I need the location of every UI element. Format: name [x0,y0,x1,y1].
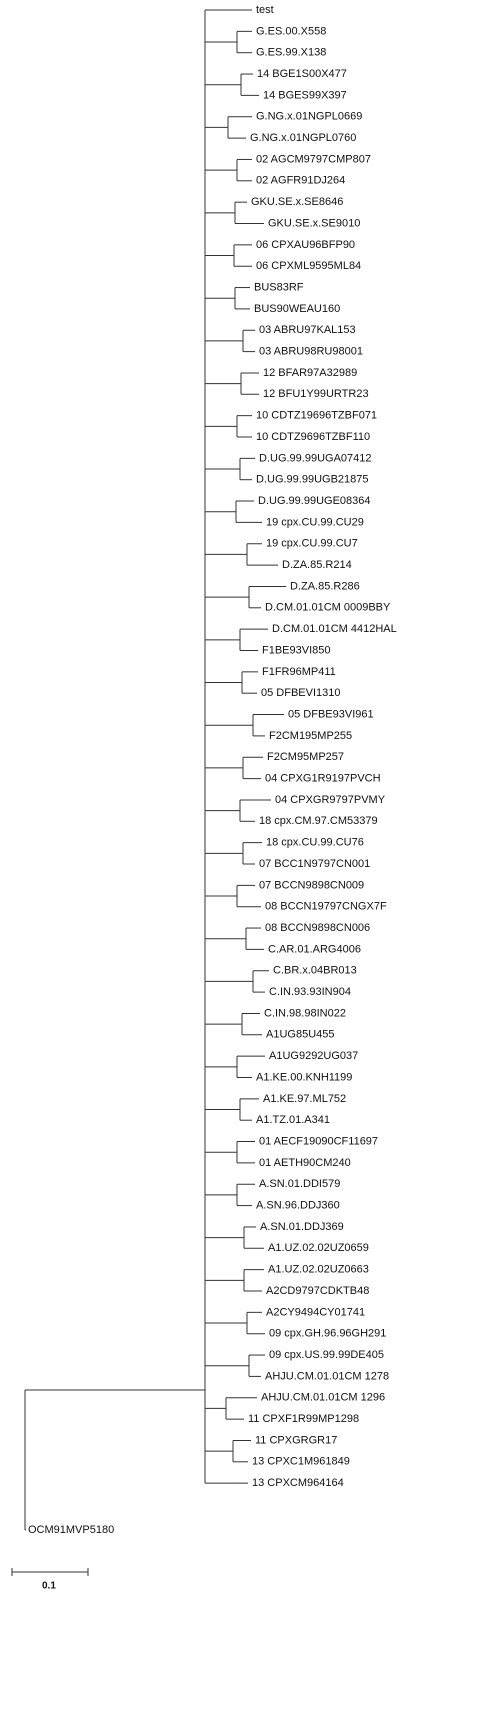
leaf-label: D.CM.01.01CM 0009BBY [265,602,391,614]
leaf-label: C.IN.93.93IN904 [269,986,351,998]
leaf-label: 10 CDTZ19696TZBF071 [256,410,377,422]
leaf-label: 01 AECF19090CF11697 [259,1135,378,1147]
leaf-label: 12 BFU1Y99URTR23 [263,388,369,400]
scale-bar-label: 0.1 [42,1581,56,1592]
leaf-label: test [256,4,274,16]
leaf-label: A1.TZ.01.A341 [256,1114,330,1126]
leaf-label: A1.KE.00.KNH1199 [256,1071,352,1083]
leaf-label: 04 CPXG1R9197PVCH [265,773,381,785]
leaf-label: F1FR96MP411 [262,666,336,678]
leaf-label: 05 DFBEVI1310 [261,687,341,699]
leaf-label: 09 cpx.US.99.99DE405 [269,1349,384,1361]
leaf-label: 02 AGFR91DJ264 [256,175,345,187]
leaf-label: 03 ABRU97KAL153 [259,324,356,336]
leaf-label: 19 cpx.CU.99.CU7 [266,538,358,550]
leaf-label: D.CM.01.01CM 4412HAL [272,623,397,635]
leaf-label: 03 ABRU98RU98001 [259,346,363,358]
leaf-label: D.ZA.85.R214 [282,559,352,571]
leaf-label: 07 BCC1N9797CN001 [259,858,370,870]
leaf-label: 13 CPXCM964164 [252,1477,344,1489]
leaf-label: 02 AGCM9797CMP807 [256,153,371,165]
leaf-label: 05 DFBE93VI961 [288,708,374,720]
leaf-label: A.SN.01.DDJ369 [260,1221,344,1233]
leaf-label: G.ES.99.X138 [256,47,326,59]
leaf-label: G.NG.x.01NGPL0760 [250,132,356,144]
leaf-label: 10 CDTZ9696TZBF110 [256,431,370,443]
leaf-label: 07 BCCN9898CN009 [259,879,364,891]
leaf-label: 13 CPXC1M961849 [252,1456,350,1468]
leaf-label: G.ES.00.X558 [256,25,326,37]
leaf-label: A1UG9292UG037 [269,1050,358,1062]
leaf-label: A.SN.01.DDI579 [259,1178,340,1190]
leaf-label: 06 CPXAU96BFP90 [256,239,355,251]
leaf-label: 18 cpx.CU.99.CU76 [266,837,364,849]
leaf-label: GKU.SE.x.SE9010 [268,217,360,229]
leaf-label: D.ZA.85.R286 [290,580,360,592]
leaf-label: 19 cpx.CU.99.CU29 [266,516,364,528]
leaf-label: D.UG.99.99UGA07412 [259,452,372,464]
outgroup-label: OCM91MVP5180 [28,1524,114,1536]
leaf-label: 14 BGES99X397 [263,89,347,101]
leaf-label: 11 CPXF1R99MP1298 [248,1413,359,1425]
leaf-label: 06 CPXML9595ML84 [256,260,361,272]
leaf-label: 04 CPXGR9797PVMY [275,794,386,806]
leaf-label: D.UG.99.99UGB21875 [256,474,369,486]
leaf-label: 08 BCCN19797CNGX7F [265,901,387,913]
leaf-label: A1.UZ.02.02UZ0659 [268,1242,369,1254]
leaf-label: 18 cpx.CM.97.CM53379 [259,815,378,827]
leaf-label: 09 cpx.GH.96.96GH291 [269,1328,386,1340]
leaf-label: A.SN.96.DDJ360 [256,1200,340,1212]
leaf-label: D.UG.99.99UGE08364 [258,495,371,507]
leaf-label: BUS90WEAU160 [254,303,340,315]
leaf-label: A1.UZ.02.02UZ0663 [268,1264,369,1276]
leaf-label: 14 BGE1S00X477 [257,68,347,80]
leaf-label: A2CD9797CDKTB48 [266,1285,369,1297]
leaf-label: G.NG.x.01NGPL0669 [256,111,362,123]
leaf-label: F1BE93VI850 [262,644,331,656]
leaf-label: 08 BCCN9898CN006 [265,922,370,934]
leaf-label: F2CM195MP255 [269,730,352,742]
leaf-label: AHJU.CM.01.01CM 1278 [265,1370,389,1382]
leaf-label: A1UG85U455 [266,1029,335,1041]
leaf-label: C.BR.x.04BR013 [273,965,357,977]
leaf-label: 11 CPXGRGR17 [255,1434,337,1446]
leaf-label: GKU.SE.x.SE8646 [251,196,343,208]
leaf-label: A2CY9494CY01741 [266,1306,365,1318]
leaf-label: C.AR.01.ARG4006 [268,943,361,955]
leaf-label: 01 AETH90CM240 [259,1157,351,1169]
leaf-label: A1.KE.97.ML752 [263,1093,346,1105]
leaf-label: F2CM95MP257 [267,751,344,763]
leaf-label: C.IN.98.98IN022 [264,1007,346,1019]
leaf-label: 12 BFAR97A32989 [263,367,357,379]
leaf-label: BUS83RF [254,281,304,293]
leaf-label: AHJU.CM.01.01CM 1296 [261,1392,385,1404]
